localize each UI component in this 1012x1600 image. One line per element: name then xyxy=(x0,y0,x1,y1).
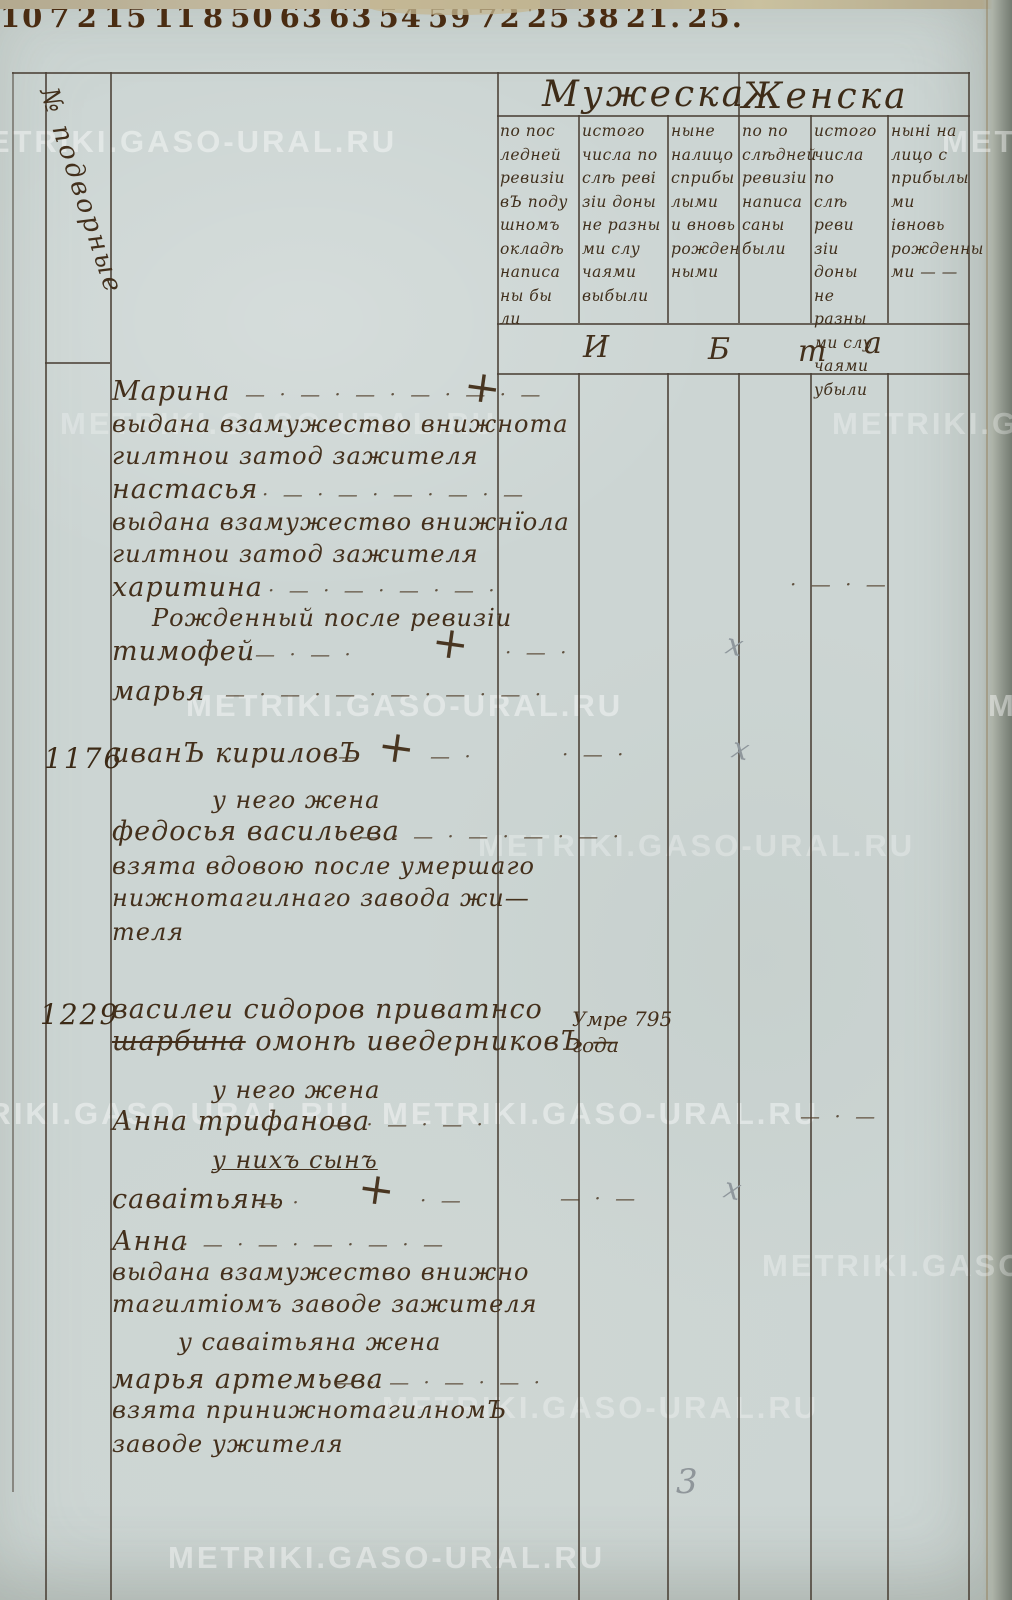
ditto-dashes: — · xyxy=(430,744,475,768)
table-line xyxy=(578,115,580,323)
table-line xyxy=(12,72,14,1492)
column-header-female-now: ныні на лицо с прибылы ми івновь рожденн… xyxy=(891,122,984,281)
annotation-his-wife: у него жена xyxy=(212,786,381,814)
ditto-dashes: · — · — · — · — · xyxy=(268,578,499,602)
table-line xyxy=(45,72,47,1600)
person-name: федосья васильева xyxy=(112,816,400,847)
struck-word: шарбина xyxy=(112,1026,246,1057)
person-name: марья артемьева xyxy=(112,1364,384,1395)
household-number: 1176 xyxy=(44,742,124,775)
annotation: взята принижнотагилномЪ xyxy=(112,1396,507,1424)
cross-mark-icon: + xyxy=(428,615,473,672)
person-name: марья xyxy=(112,676,206,707)
signature-letter: И xyxy=(583,330,610,365)
table-line xyxy=(968,72,970,1600)
person-name: харитина xyxy=(112,572,263,603)
page-right-gutter xyxy=(982,0,1012,1600)
annotation: заводе ужителя xyxy=(112,1430,344,1458)
person-name: Анна трифанова xyxy=(112,1106,371,1137)
table-line xyxy=(667,115,669,323)
ditto-dashes: · — · xyxy=(562,742,628,766)
ditto-dashes: · — · — · — · — · — xyxy=(182,1232,448,1256)
ditto-dashes: · — · — · — · — · — xyxy=(262,482,528,506)
page-top-stain xyxy=(370,0,540,15)
table-line xyxy=(497,373,970,375)
annotation: гилтнои затод зажителя xyxy=(112,540,479,568)
watermark: METRIKI.GASO-URAL.RU xyxy=(168,1540,606,1575)
column-header-female-departed: истого числа по слѣ реви зіи доны не раз… xyxy=(814,122,877,399)
pencil-check-mark: х xyxy=(720,1170,745,1209)
ditto-dashes: — · xyxy=(258,1190,303,1214)
table-line xyxy=(497,72,499,1600)
table-line xyxy=(12,72,970,74)
ditto-dashes: — · — · — · — · xyxy=(334,1370,544,1394)
person-name: Анна xyxy=(112,1226,189,1257)
annotation-his-wife: у него жена xyxy=(212,1076,381,1104)
pencil-check-mark: х xyxy=(728,730,753,769)
cross-mark-icon: + xyxy=(354,1161,399,1218)
annotation: выдана взамужество внижнїола xyxy=(112,508,570,536)
pencil-check-mark: х xyxy=(722,626,747,665)
annotation: тагилтіомъ заводе зажителя xyxy=(112,1290,538,1318)
person-name: саваітьянь xyxy=(112,1184,285,1215)
ditto-dashes: · — · — xyxy=(790,572,890,596)
column-header-households: № подворные xyxy=(33,84,129,299)
death-note: Умре 795 года xyxy=(572,1007,673,1057)
ditto-dashes: — · — · xyxy=(255,642,355,666)
annotation: выдана взамужество внижно xyxy=(112,1258,530,1286)
ditto-dashes: — · — · — · — · — · — xyxy=(245,382,545,406)
table-line xyxy=(497,323,970,325)
person-name: Марина xyxy=(112,376,231,407)
ditto-dashes: · — · xyxy=(505,640,571,664)
signature-letter: т xyxy=(798,334,827,369)
section-title-female: Женска xyxy=(742,76,909,117)
annotation-born-after-revision: Рожденный после ревизіи xyxy=(152,604,513,632)
person-name: иванЪ кириловЪ xyxy=(112,738,362,769)
section-title-male: Мужеска xyxy=(542,74,747,115)
column-header-female-last-revision: по по слѣдней ревизіи написа саны были xyxy=(742,122,817,258)
table-line xyxy=(578,373,580,1600)
signature-letter: а xyxy=(864,326,882,361)
table-line xyxy=(738,373,740,1600)
ditto-dashes: — · — · — · xyxy=(332,1112,487,1136)
table-line xyxy=(497,115,970,117)
signature-letter: Б xyxy=(708,332,731,367)
column-header-male-departed: истого числа по слѣ реві зіи доны не раз… xyxy=(582,122,661,305)
annotation: нижнотагилнаго завода жи— xyxy=(112,884,530,912)
annotation-their-son: у нихъ сынъ xyxy=(212,1146,378,1174)
annotation: выдана взамужество внижнота xyxy=(112,410,569,438)
table-line xyxy=(810,115,812,323)
table-line xyxy=(738,72,740,323)
ditto-dashes: — · — · — · — · — · — · xyxy=(225,682,546,706)
table-line xyxy=(110,72,112,1600)
table-line xyxy=(887,115,889,323)
annotation: гилтнои затод зажителя xyxy=(112,442,479,470)
ditto-dashes: — · — xyxy=(800,1104,880,1128)
person-name-rest: омонѣ иведерниковЪ — xyxy=(255,1026,621,1057)
cross-mark-icon: + xyxy=(374,719,419,776)
ditto-dashes: — xyxy=(338,744,362,768)
page-right-fold-line xyxy=(986,0,988,1600)
annotation-savastyan-wife: у саваітьяна жена xyxy=(178,1328,442,1356)
column-header-male-last-revision: по пос ледней ревизіи вЪ поду шномъ окла… xyxy=(500,122,568,328)
person-name: василеи сидоров приватнсо xyxy=(112,994,543,1025)
pencil-page-number: 3 xyxy=(676,1462,698,1502)
annotation: теля xyxy=(112,918,185,946)
table-line xyxy=(887,373,889,1600)
table-line xyxy=(45,362,110,364)
person-name-struck: шарбина омонѣ иведерниковЪ — xyxy=(112,1026,620,1057)
household-number: 1229 xyxy=(40,998,120,1031)
table-line xyxy=(810,373,812,1600)
ditto-dashes: · — xyxy=(420,1188,465,1212)
table-line xyxy=(667,373,669,1600)
person-name: настасья xyxy=(112,474,259,505)
ditto-dashes: — · — xyxy=(560,1186,640,1210)
person-name: тимофей xyxy=(112,636,256,667)
ditto-dashes: — · — · — · — · — · xyxy=(358,824,624,848)
cross-mark-icon: + xyxy=(460,359,505,416)
column-header-male-now: ныне налицо сприбы лыми и вновь рожден н… xyxy=(671,122,741,281)
annotation: взята вдовою после умершаго xyxy=(112,852,535,880)
